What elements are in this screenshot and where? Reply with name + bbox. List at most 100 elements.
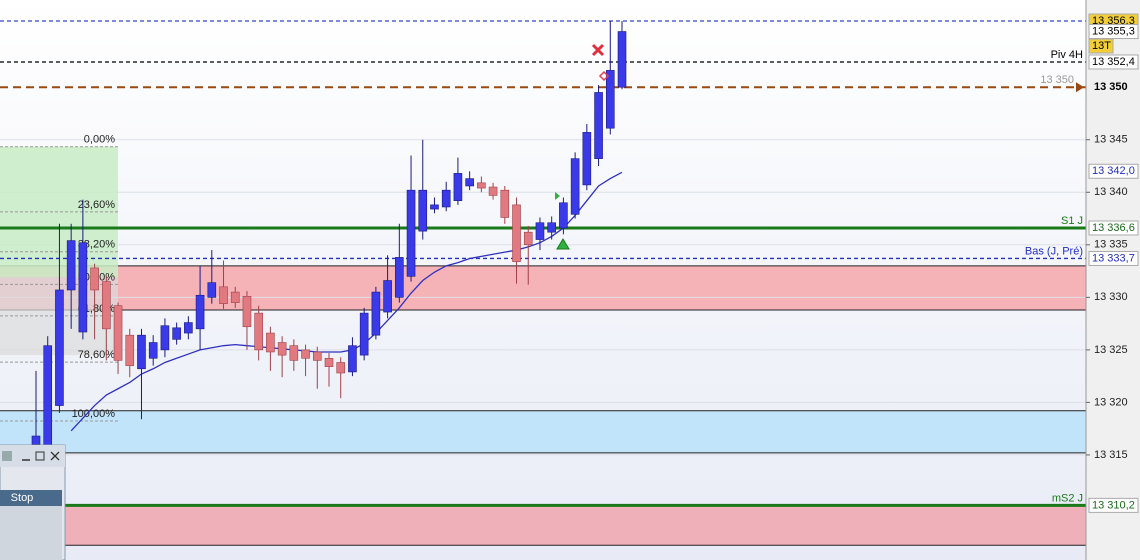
y-tick-label: 13 320 [1094, 396, 1128, 408]
moving-average [70, 171, 623, 432]
candle-body [430, 204, 439, 210]
candle-body [254, 312, 263, 351]
level-tag-box [1088, 220, 1139, 236]
zone [0, 410, 1086, 453]
candle-body [477, 182, 486, 189]
candle-body [172, 327, 181, 340]
candle-body [230, 291, 240, 303]
candle-body [559, 202, 568, 229]
candle-body [570, 158, 580, 215]
y-tick-label: 13 345 [1094, 134, 1128, 146]
level-tag: 13 342,0 [1092, 165, 1135, 177]
zone [0, 505, 1086, 546]
candle-body [523, 231, 533, 246]
candle-body [78, 242, 88, 333]
candle-body [512, 204, 521, 262]
order-widget: Stop [0, 444, 66, 560]
close-button[interactable] [50, 451, 60, 461]
small-marker [555, 192, 560, 200]
tag-13t-box [1088, 38, 1114, 54]
stop-button[interactable] [0, 490, 62, 506]
candle-body [418, 189, 428, 232]
widget-titlebar [0, 445, 65, 467]
zone [0, 265, 1086, 310]
candle-body [406, 189, 416, 277]
level-tag: 13 333,7 [1092, 252, 1135, 264]
price-axis [1086, 0, 1140, 560]
fib-label: 100,00% [72, 408, 116, 420]
candle-body [137, 334, 146, 370]
candle-body [605, 70, 615, 129]
candle-body [348, 345, 357, 373]
level-name: Piv 4H [1051, 49, 1083, 61]
candle-body [395, 257, 404, 298]
candle-body [184, 322, 193, 334]
level-tag: 13 356,3 [1092, 15, 1135, 27]
fib-label: 78,60% [78, 349, 116, 361]
candle-body [465, 178, 474, 187]
level-tag: 13 310,2 [1092, 499, 1135, 511]
level-name: mS2 J [1052, 492, 1083, 504]
candle-body [277, 342, 287, 356]
candle-body [547, 222, 556, 233]
level-tag-box [1088, 250, 1139, 266]
diamond-marker [598, 70, 610, 82]
candle-body [242, 295, 252, 328]
candle-body [535, 222, 545, 240]
candle-body [488, 186, 498, 196]
candle-body [324, 357, 334, 367]
level-tag: 13 355,3 [1092, 25, 1135, 37]
candle-body [371, 291, 381, 336]
candle-body [312, 351, 322, 361]
candle-body [66, 240, 76, 291]
fib-label: 0,00% [84, 134, 115, 146]
candle-body [266, 332, 275, 353]
candle-body [441, 189, 451, 208]
level-name: Bas (J, Pré) [1025, 245, 1083, 257]
candle-body [500, 189, 510, 218]
y-tick-label: 13 335 [1094, 239, 1128, 251]
tag-13t: 13T [1092, 40, 1111, 52]
level-tag: 13 336,6 [1092, 222, 1135, 234]
level-tag-box [1088, 54, 1139, 70]
maximize-button[interactable] [35, 451, 45, 461]
y-tick-label: 13 330 [1094, 291, 1128, 303]
candle-body [102, 281, 111, 330]
level-tag-box [1088, 163, 1139, 179]
level-name: 13 350 [1040, 74, 1074, 86]
candle-body [453, 173, 463, 201]
buy-marker [556, 238, 570, 250]
stop-label: Stop [11, 492, 34, 504]
candle-body [148, 342, 158, 359]
candle-body [90, 267, 99, 291]
candle-body [617, 31, 627, 88]
candle-body [55, 289, 64, 406]
candle-body [594, 92, 603, 159]
level-tag-box [1088, 497, 1139, 513]
candle-body [207, 282, 217, 298]
candle-body [195, 294, 205, 330]
candle-body [383, 280, 392, 313]
candle-body [336, 362, 346, 374]
candle-body [43, 345, 53, 452]
level-name: S1 J [1061, 215, 1083, 227]
candle-body [31, 435, 41, 445]
sell-marker [591, 43, 605, 57]
candle-body [113, 305, 123, 361]
widget-body [0, 506, 62, 560]
candle-body [359, 312, 369, 356]
level-tag: 13 352,4 [1092, 56, 1135, 68]
candle-body [125, 334, 135, 366]
y-tick-label: 13 325 [1094, 344, 1128, 356]
y-tick-label: 13 315 [1094, 449, 1128, 461]
level-tag: 13 350 [1094, 81, 1128, 93]
candle-body [160, 325, 170, 351]
level-arrow [1076, 82, 1084, 93]
candle-body [289, 345, 299, 361]
candle-body [301, 349, 310, 359]
candle-body [582, 132, 592, 186]
fib-label: 23,60% [78, 199, 116, 211]
y-tick-label: 13 340 [1094, 186, 1128, 198]
widget-icon[interactable] [2, 451, 12, 461]
